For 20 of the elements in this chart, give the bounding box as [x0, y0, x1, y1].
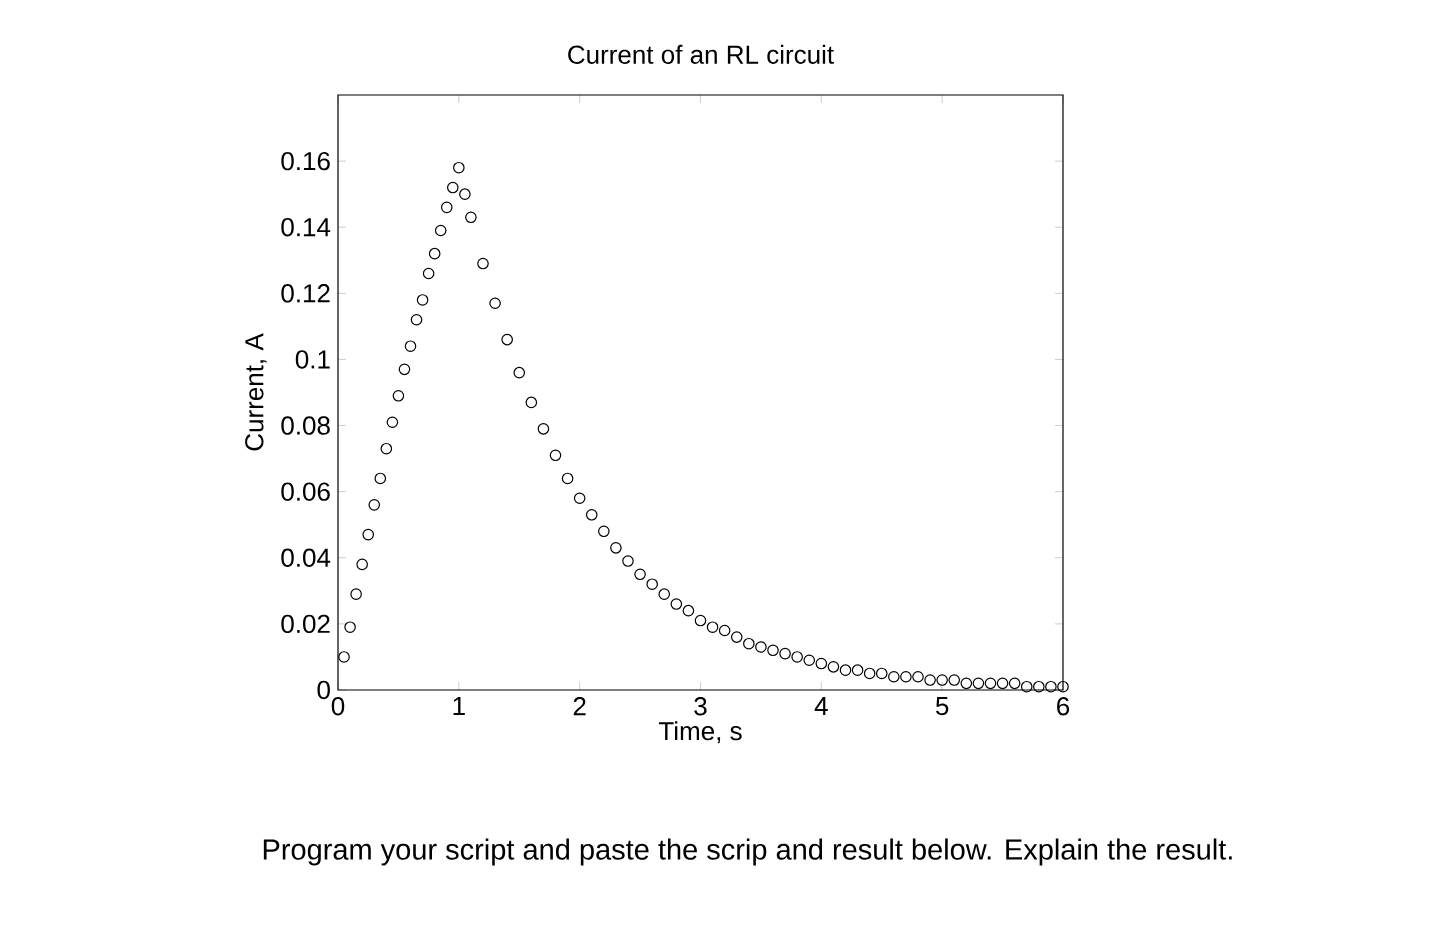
- x-tick-label: 0: [331, 697, 345, 716]
- text: Program your script and paste the scrip and result below. Explain the result.: [263, 838, 1232, 866]
- x-axis-title: Time, s: [658, 721, 742, 744]
- x-tick-label: 3: [694, 697, 707, 716]
- y-tick-label: 0.12: [281, 284, 330, 303]
- x-tick-label: 6: [1057, 697, 1070, 716]
- x-tick-label: 4: [814, 697, 828, 715]
- y-tick-label: 0: [317, 680, 330, 700]
- y-tick-label: 0.06: [281, 482, 330, 501]
- y-tick-label: 0.14: [281, 218, 331, 237]
- y-axis-title: Current, A: [245, 333, 267, 451]
- chart-title: Current of an RL circuit: [568, 44, 834, 64]
- x-tick-label: 5: [935, 697, 949, 716]
- y-tick-label: 0.04: [281, 548, 331, 567]
- x-tick-label: 1: [453, 697, 465, 715]
- y-tick-label: 0.02: [281, 614, 330, 634]
- y-tick-label: 0.16: [281, 151, 330, 171]
- y-tick-label: 0.1: [295, 350, 330, 369]
- y-tick-label: 0.08: [281, 416, 330, 435]
- x-tick-label: 2: [573, 697, 586, 716]
